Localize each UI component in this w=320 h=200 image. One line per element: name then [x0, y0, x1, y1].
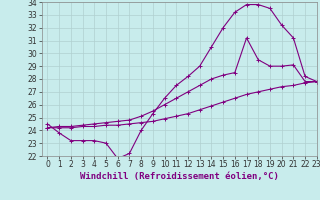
X-axis label: Windchill (Refroidissement éolien,°C): Windchill (Refroidissement éolien,°C)	[80, 172, 279, 181]
